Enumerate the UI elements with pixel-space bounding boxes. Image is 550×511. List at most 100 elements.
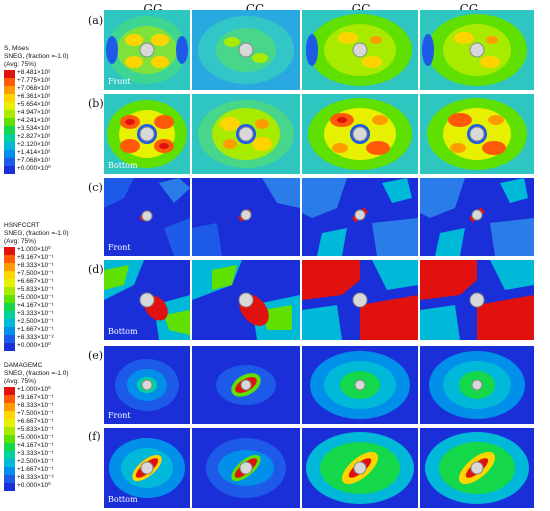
legend-swatch [4,134,15,142]
legend-damagemc: DAMAGEMC SNEG, (fraction =-1.0) (Avg: 75… [4,362,68,491]
legend-title-line: HSNFCCRT [4,222,40,229]
contour-panel-d-gc [302,260,418,340]
contour-panel-c-gg: Front [104,178,190,256]
contour-panel-f-cc [192,428,300,508]
legend-swatch [4,403,15,411]
legend-swatch [4,142,15,150]
legend-value: +8.333×10⁻² [17,334,54,341]
legend-value: +7.775×10² [17,77,51,84]
contour-panel-a-gg: Front [104,10,190,90]
legend-title-line: SNEG, (fraction =-1.0) [4,230,69,237]
contour-panel-e-cc [192,346,300,424]
legend-value: +4.167×10⁻¹ [17,442,54,449]
legend-value: +8.333×10⁻² [17,474,54,481]
legend-swatch [4,395,15,403]
legend-value: +0.000×10⁰ [17,482,51,489]
legend-swatch [4,459,15,467]
contour-panel-b-gc [302,94,418,174]
legend-hsnfccrt: HSNFCCRT SNEG, (fraction =-1.0) (Avg: 75… [4,222,68,351]
contour-panel-d-cg [420,260,534,340]
legend-scale: +8.481×10² +7.775×10² +7.068×10² +6.361×10²… [4,69,68,174]
contour-panel-d-gg: Bottom [104,260,190,340]
legend-value: +8.481×10² [17,69,51,76]
legend-value: +1.667×10⁻¹ [17,466,54,473]
view-label-bottom: Bottom [108,161,138,170]
legend-swatch [4,166,15,174]
legend-value: +0.000×10⁰ [17,342,51,349]
legend-swatch [4,435,15,443]
legend-swatch [4,110,15,118]
legend-value: +7.068×10² [17,85,51,92]
legend-value: +1.667×10⁻¹ [17,326,54,333]
legend-title-line: DAMAGEMC [4,362,43,369]
contour-panel-f-gc [302,428,418,508]
legend-swatch [4,247,15,255]
legend-value: +8.333×10⁻¹ [17,402,54,409]
legend-swatch [4,150,15,158]
legend-value: +5.000×10⁻¹ [17,434,54,441]
legend-value: +9.167×10⁻¹ [17,394,54,401]
legend-value: +1.000×10⁰ [17,386,51,393]
view-label-bottom: Bottom [108,495,138,504]
legend-value: +1.000×10⁰ [17,246,51,253]
legend-value: +2.827×10² [17,133,51,140]
row-label-a: (a) [88,14,104,27]
contour-panel-c-gc [302,178,418,256]
legend-title-line: SNEG, (fraction =-1.0) [4,370,69,377]
legend-value: +0.000×10⁰ [17,165,51,172]
legend-value: +3.333×10⁻¹ [17,310,54,317]
legend-title-line: (Avg: 75%) [4,61,37,68]
contour-panel-e-cg [420,346,534,424]
row-label-d: (d) [88,263,104,276]
legend-value: +1.414×10² [17,149,51,156]
legend-value: +4.241×10² [17,117,51,124]
legend-value: +7.068×10¹ [17,157,51,164]
legend-swatch [4,279,15,287]
legend-swatch [4,86,15,94]
contour-panel-b-cg [420,94,534,174]
legend-mises: S, Mises SNEG, (fraction =-1.0) (Avg: 75… [4,45,68,174]
legend-swatch [4,295,15,303]
legend-title-line: SNEG, (fraction =-1.0) [4,53,69,60]
legend-value: +4.947×10² [17,109,51,116]
row-label-e: (e) [88,349,104,362]
legend-swatch [4,451,15,459]
contour-panel-a-gc [302,10,418,90]
contour-panel-d-cc [192,260,300,340]
row-label-b: (b) [88,97,104,110]
legend-value: +5.833×10⁻¹ [17,426,54,433]
row-label-c: (c) [88,181,103,194]
legend-swatch [4,287,15,295]
legend-value: +2.500×10⁻¹ [17,318,54,325]
legend-value: +6.667×10⁻¹ [17,418,54,425]
legend-swatch [4,263,15,271]
legend-value: +2.500×10⁻¹ [17,458,54,465]
view-label-front: Front [108,411,131,420]
legend-swatch [4,158,15,166]
row-label-f: (f) [88,430,101,443]
legend-value: +4.167×10⁻¹ [17,302,54,309]
legend-value: +8.333×10⁻¹ [17,262,54,269]
legend-value: +7.500×10⁻¹ [17,410,54,417]
contour-panel-b-gg: Bottom [104,94,190,174]
legend-swatch [4,387,15,395]
legend-value: +7.500×10⁻¹ [17,270,54,277]
legend-title-line: S, Mises [4,45,29,52]
legend-swatch [4,443,15,451]
legend-swatch [4,78,15,86]
legend-swatch [4,311,15,319]
view-label-bottom: Bottom [108,327,138,336]
legend-swatch [4,126,15,134]
legend-title-line: (Avg: 75%) [4,378,37,385]
legend-swatch [4,94,15,102]
contour-panel-b-cc [192,94,300,174]
legend-value: +6.361×10² [17,93,51,100]
legend-value: +3.333×10⁻¹ [17,450,54,457]
legend-swatch [4,327,15,335]
contour-panel-a-cg [420,10,534,90]
legend-swatch [4,411,15,419]
legend-swatch [4,303,15,311]
legend-value: +5.000×10⁻¹ [17,294,54,301]
legend-value: +6.667×10⁻¹ [17,278,54,285]
legend-swatch [4,102,15,110]
